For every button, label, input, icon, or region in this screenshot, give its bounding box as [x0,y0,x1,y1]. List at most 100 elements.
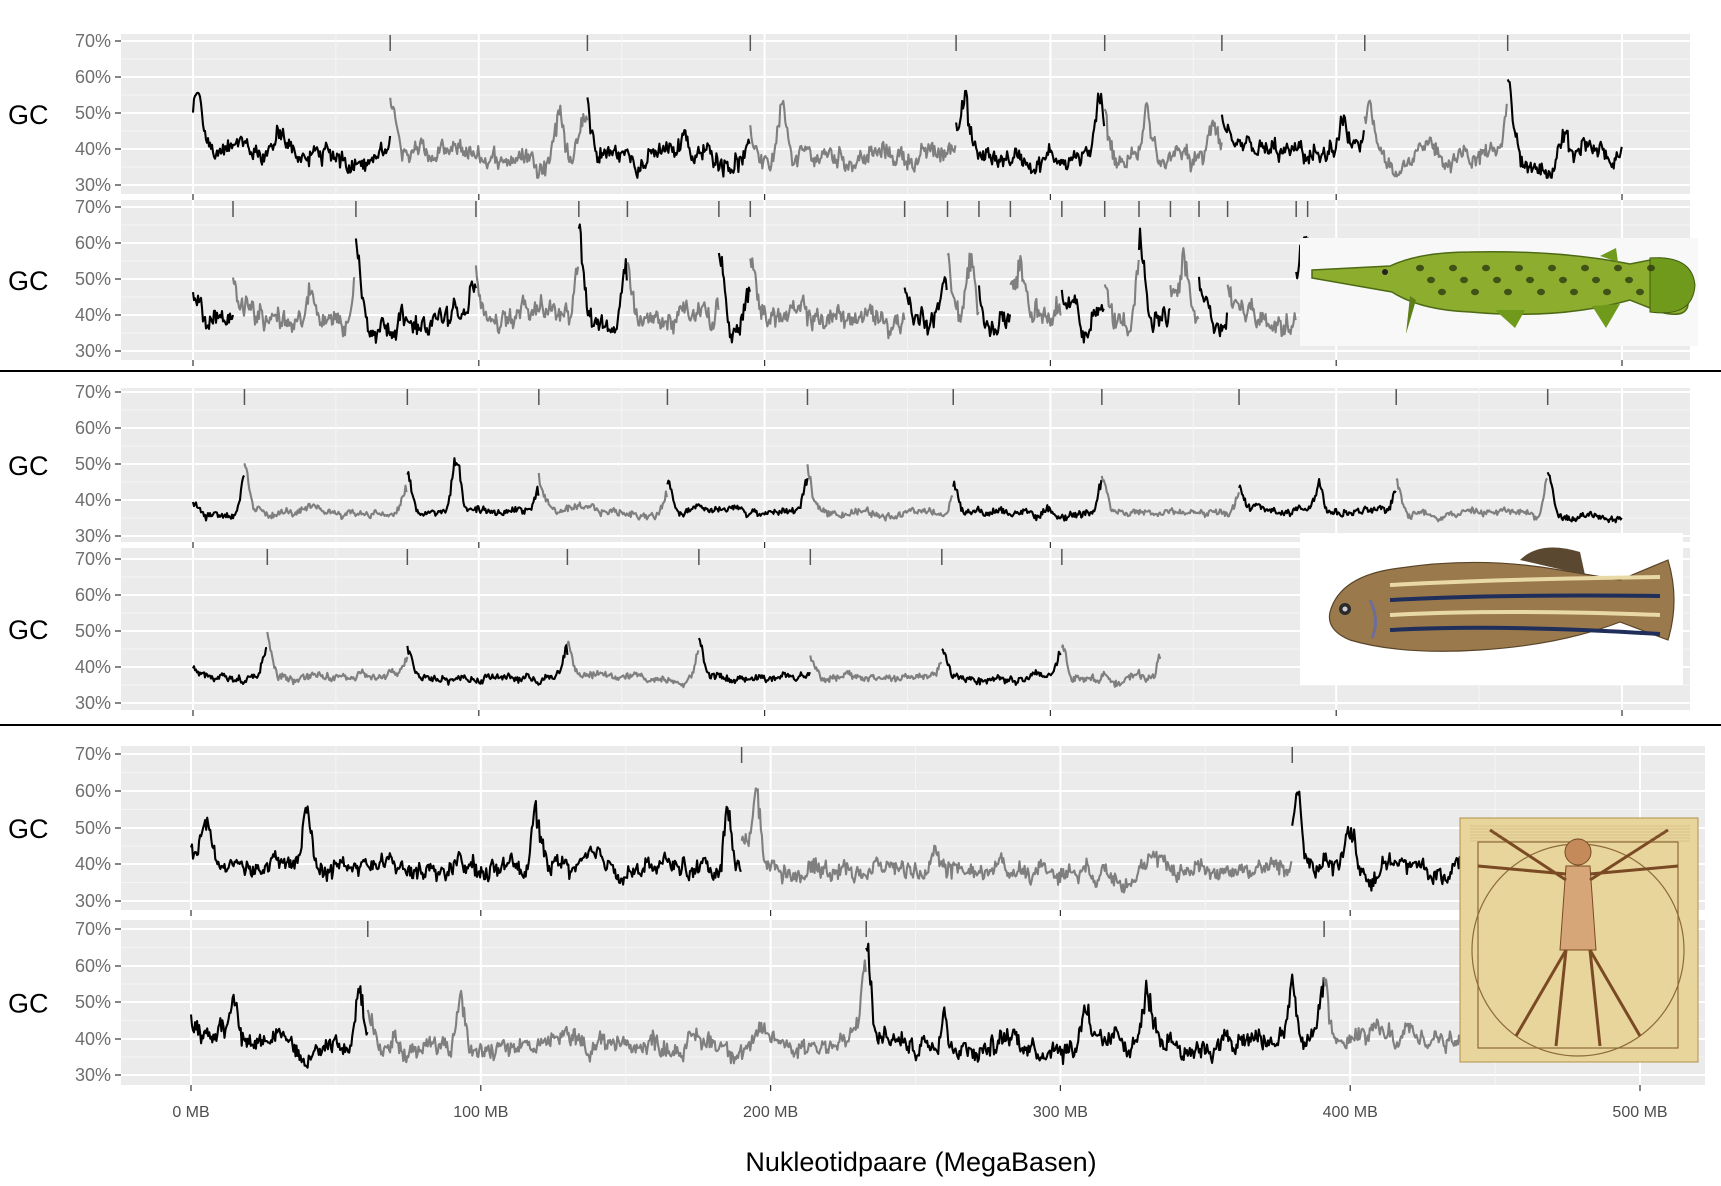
gc-series-line [697,637,811,685]
gc-series-line [717,252,751,344]
gc-series-line [1546,471,1623,524]
x-axis-title: Nukleotidpaare (MegaBasen) [745,1147,1096,1177]
y-tick-label: 40% [75,305,111,325]
y-tick-label: 70% [75,382,111,402]
y-tick-label: 30% [75,693,111,713]
y-tick-label: 40% [75,1029,111,1049]
gc-series-line [749,99,957,173]
gc-series-line [190,799,742,886]
x-tick-label: 100 MB [453,1104,508,1121]
y-tick-label: 30% [75,341,111,361]
gc-series-line [406,644,569,686]
gc-series-line [1395,477,1548,523]
y-tick-label: 30% [75,1065,111,1085]
gc-series-line [666,478,809,519]
y-tick-label: 50% [75,103,111,123]
gc-series-line [1506,78,1623,179]
gc-series-line [577,223,628,334]
gc-series-line [806,464,954,522]
gc-series-line [626,261,720,335]
panel-y-label: GC [8,451,49,481]
y-tick-label: 50% [75,818,111,838]
y-tick-label: 60% [75,67,111,87]
gc-series-line [1137,227,1171,334]
y-tick-label: 50% [75,992,111,1012]
gc-series-line [1220,114,1365,165]
gc-series-line [406,457,540,517]
y-tick-label: 40% [75,657,111,677]
gc-series-line [189,985,369,1069]
x-tick-label: 200 MB [743,1104,798,1121]
y-tick-label: 30% [75,526,111,546]
gc-series-line [354,238,477,344]
gc-series-line [1169,247,1200,324]
gc-series-line [952,479,1103,522]
gc-series-line [1103,102,1223,173]
gc-series-line [1197,276,1229,338]
gc-series-line [1103,259,1140,337]
gc-panel: 30% 40% 50% 60% 70% GC [8,382,1690,548]
gc-series-line [537,472,668,521]
gc-series-line [865,942,1325,1066]
y-tick-label: 70% [75,744,111,764]
gc-series-line [191,91,392,174]
gc-series-line [586,97,751,179]
gc-series-line [243,463,408,521]
gc-series-line [1060,644,1162,688]
y-tick-label: 70% [75,31,111,51]
gar-fish-photo [1300,238,1698,346]
gc-series-line [946,252,980,323]
y-tick-label: 60% [75,233,111,253]
x-tick-label: 400 MB [1323,1104,1378,1121]
gc-series-line [1363,99,1508,178]
y-tick-label: 70% [75,549,111,569]
gc-panel: 30% 40% 50% 60% 70% GC [8,31,1690,200]
gc-series-line [474,265,580,335]
gc-series-line [192,646,268,685]
y-tick-label: 70% [75,197,111,217]
y-tick-label: 50% [75,454,111,474]
gc-series-line [977,285,1012,338]
y-tick-label: 40% [75,139,111,159]
gc-series-line [191,291,235,330]
y-tick-label: 60% [75,418,111,438]
gc-series-line [740,787,1293,894]
gc-series-line [1100,475,1240,519]
x-tick-label: 300 MB [1033,1104,1088,1121]
gc-series-line [749,257,906,340]
gc-series-line [1009,255,1062,327]
gc-panel: 30% 40% 50% 60% 70% GC [8,919,1705,1091]
gc-series-line [1060,289,1105,344]
y-tick-label: 60% [75,585,111,605]
gc-series-line [955,89,1106,175]
panel-y-label: GC [8,989,49,1019]
x-tick-label: 500 MB [1612,1104,1667,1121]
gc-panel: 30% 40% 50% 60% 70% GC [8,744,1705,916]
panel-y-label: GC [8,615,49,645]
panel-y-label: GC [8,814,49,844]
y-tick-label: 50% [75,621,111,641]
y-tick-label: 40% [75,490,111,510]
y-tick-label: 60% [75,956,111,976]
y-tick-label: 30% [75,891,111,911]
gc-series-line [366,959,867,1065]
y-tick-label: 60% [75,781,111,801]
y-tick-label: 70% [75,919,111,939]
gc-series-line [191,474,245,522]
panel-y-label: GC [8,266,49,296]
gc-series-line [809,655,943,684]
y-tick-label: 40% [75,854,111,874]
gc-series-line [389,97,589,179]
gc-series-line [566,640,700,689]
gc-series-line [266,631,409,686]
gc-series-line [903,276,948,336]
y-tick-label: 50% [75,269,111,289]
x-tick-label: 0 MB [172,1104,209,1121]
gc-series-line [231,277,356,338]
gc-series-line [1226,284,1297,338]
vitruvian-man-drawing [1459,817,1699,1063]
y-tick-label: 30% [75,175,111,195]
gc-series-line [1238,477,1397,518]
